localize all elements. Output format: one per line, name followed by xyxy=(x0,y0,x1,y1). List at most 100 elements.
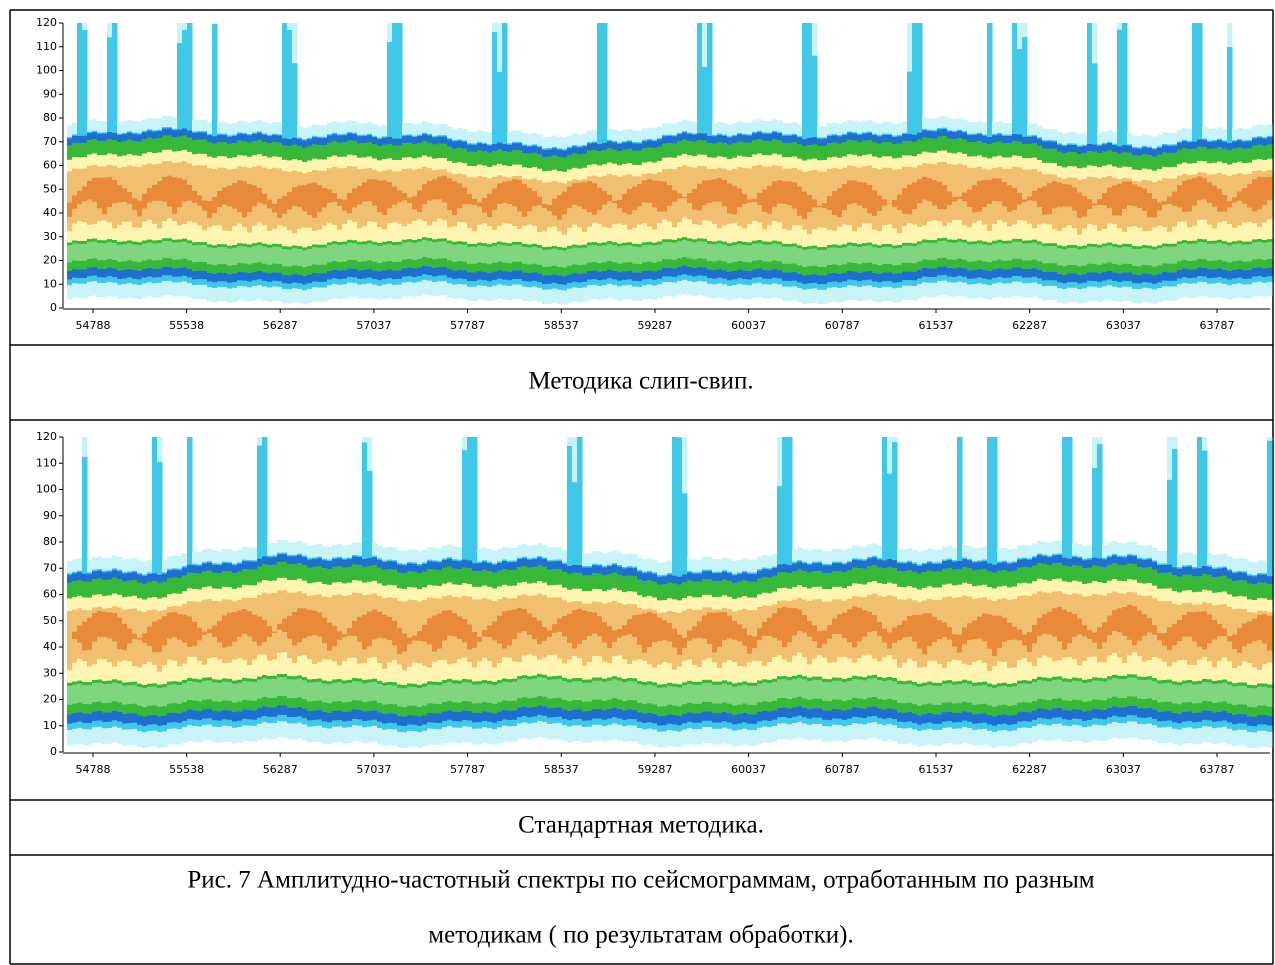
spectrum-cell xyxy=(202,132,208,139)
spectrum-cell xyxy=(857,560,863,568)
spectrum-cell xyxy=(1137,708,1143,717)
x-tick-label: 59287 xyxy=(637,319,672,332)
spectrum-cell xyxy=(1022,559,1028,567)
spectrum-cell xyxy=(272,135,278,142)
spectrum-cell xyxy=(117,712,123,721)
spectrum-cell xyxy=(1167,627,1173,650)
spectrum-cell xyxy=(292,138,298,145)
spectrum-cell xyxy=(1262,715,1268,724)
spectrum-cell xyxy=(1007,687,1013,706)
spectrum-cell xyxy=(1262,575,1268,583)
spectrum-cell xyxy=(207,135,213,142)
spectrum-cell xyxy=(582,568,588,576)
spectrum-cell xyxy=(177,570,183,578)
spectrum-cell xyxy=(732,136,738,143)
spectrum-cell xyxy=(872,557,878,565)
spectrum-cell xyxy=(667,136,673,143)
spectrum-cell xyxy=(842,682,848,701)
spectrum-cell xyxy=(917,715,923,724)
spectrum-cell xyxy=(577,609,583,644)
spectrum-cell xyxy=(72,243,78,260)
spectrum-cell xyxy=(782,564,788,572)
spectrum-cell xyxy=(1082,274,1088,283)
spectrum-cell xyxy=(1097,558,1103,566)
spectrum-cell xyxy=(967,684,973,703)
spectrum-cell xyxy=(1052,680,1058,699)
spectrum-cell xyxy=(797,706,803,715)
spectrum-cell xyxy=(372,245,378,262)
spectrum-cell xyxy=(957,242,963,259)
spectrum-cell xyxy=(372,610,378,640)
spectrum-cell xyxy=(872,135,878,142)
spectrum-cell xyxy=(647,684,653,703)
spectrum-cell xyxy=(72,195,78,208)
x-tick-label: 63037 xyxy=(1106,763,1141,776)
spectrum-cell xyxy=(837,188,843,217)
spectrum-cell xyxy=(377,246,383,263)
spectrum-cell xyxy=(872,247,878,264)
spectrum-cell xyxy=(342,168,348,224)
spectrum-cell xyxy=(127,192,133,204)
spectrum-cell xyxy=(542,678,548,697)
spectrum-cell xyxy=(192,133,198,140)
spectrum-cell xyxy=(157,575,163,583)
spectrum-cell xyxy=(787,247,793,264)
spectrum-cell xyxy=(557,195,563,219)
spectrum-cell xyxy=(97,134,103,141)
spectrum-cell xyxy=(982,136,988,143)
spectrum-cell xyxy=(907,246,913,263)
spectrum-cell xyxy=(897,194,903,210)
spectrum-cell xyxy=(477,563,483,571)
spectrum-cell xyxy=(447,269,453,278)
spectrum-cell xyxy=(797,137,803,144)
spectrum-cell xyxy=(557,150,563,157)
spectrum-cell xyxy=(932,269,938,278)
spectrum-cell xyxy=(1112,678,1118,697)
spectrum-cell xyxy=(842,710,848,719)
spectrum-cell xyxy=(77,625,83,642)
spectrum-cell xyxy=(377,181,383,213)
spectrum-cell xyxy=(437,614,443,649)
spectrum-cell xyxy=(1117,248,1123,265)
spectrum-cell xyxy=(1002,182,1008,206)
spectrum-cell xyxy=(267,679,273,698)
spectrum-cell xyxy=(672,136,678,143)
spectrum-cell xyxy=(932,617,938,642)
spectrum-cell xyxy=(132,134,138,141)
spectrum-cell xyxy=(1007,185,1013,212)
spectrum-cell xyxy=(462,682,468,701)
spectrum-cell xyxy=(1087,630,1093,639)
spectrum-cell xyxy=(237,134,243,141)
spectrum-cell xyxy=(412,137,418,144)
spectrum-cell xyxy=(612,708,618,717)
spectrum-cell xyxy=(1187,179,1193,211)
spectrum-cell xyxy=(332,559,338,567)
spectrum-cell xyxy=(1132,556,1138,564)
spectrum-cell xyxy=(427,266,433,275)
spectrum-cell xyxy=(562,192,568,215)
spectrum-cell xyxy=(1267,576,1273,584)
spectrum-cell xyxy=(222,187,228,204)
spectrum-cell xyxy=(1177,143,1183,150)
spectrum-cell xyxy=(567,711,573,720)
spectrum-cell xyxy=(742,713,748,722)
spectrum-cell xyxy=(602,245,608,262)
spectrum-cell xyxy=(637,144,643,151)
spectrum-cell xyxy=(937,129,943,136)
spectrum-cell xyxy=(1092,558,1098,566)
spectrum-cell xyxy=(1242,188,1248,203)
spectrum-cell xyxy=(652,614,658,643)
spectrum-cell xyxy=(447,559,453,567)
spectrum-cell xyxy=(982,270,988,279)
spectrum-cell xyxy=(822,602,828,658)
spectrum-cell xyxy=(432,179,438,199)
spectrum-cell xyxy=(202,632,208,635)
spectrum-cell xyxy=(382,562,388,570)
spectrum-cell xyxy=(767,245,773,262)
spectrum-cell xyxy=(642,180,648,202)
spectrum-cell xyxy=(447,610,453,636)
spectrum-cell xyxy=(502,682,508,701)
spectrum-cell xyxy=(212,136,218,143)
spectrum-cell xyxy=(372,710,378,719)
spectrum-cell xyxy=(762,622,768,636)
